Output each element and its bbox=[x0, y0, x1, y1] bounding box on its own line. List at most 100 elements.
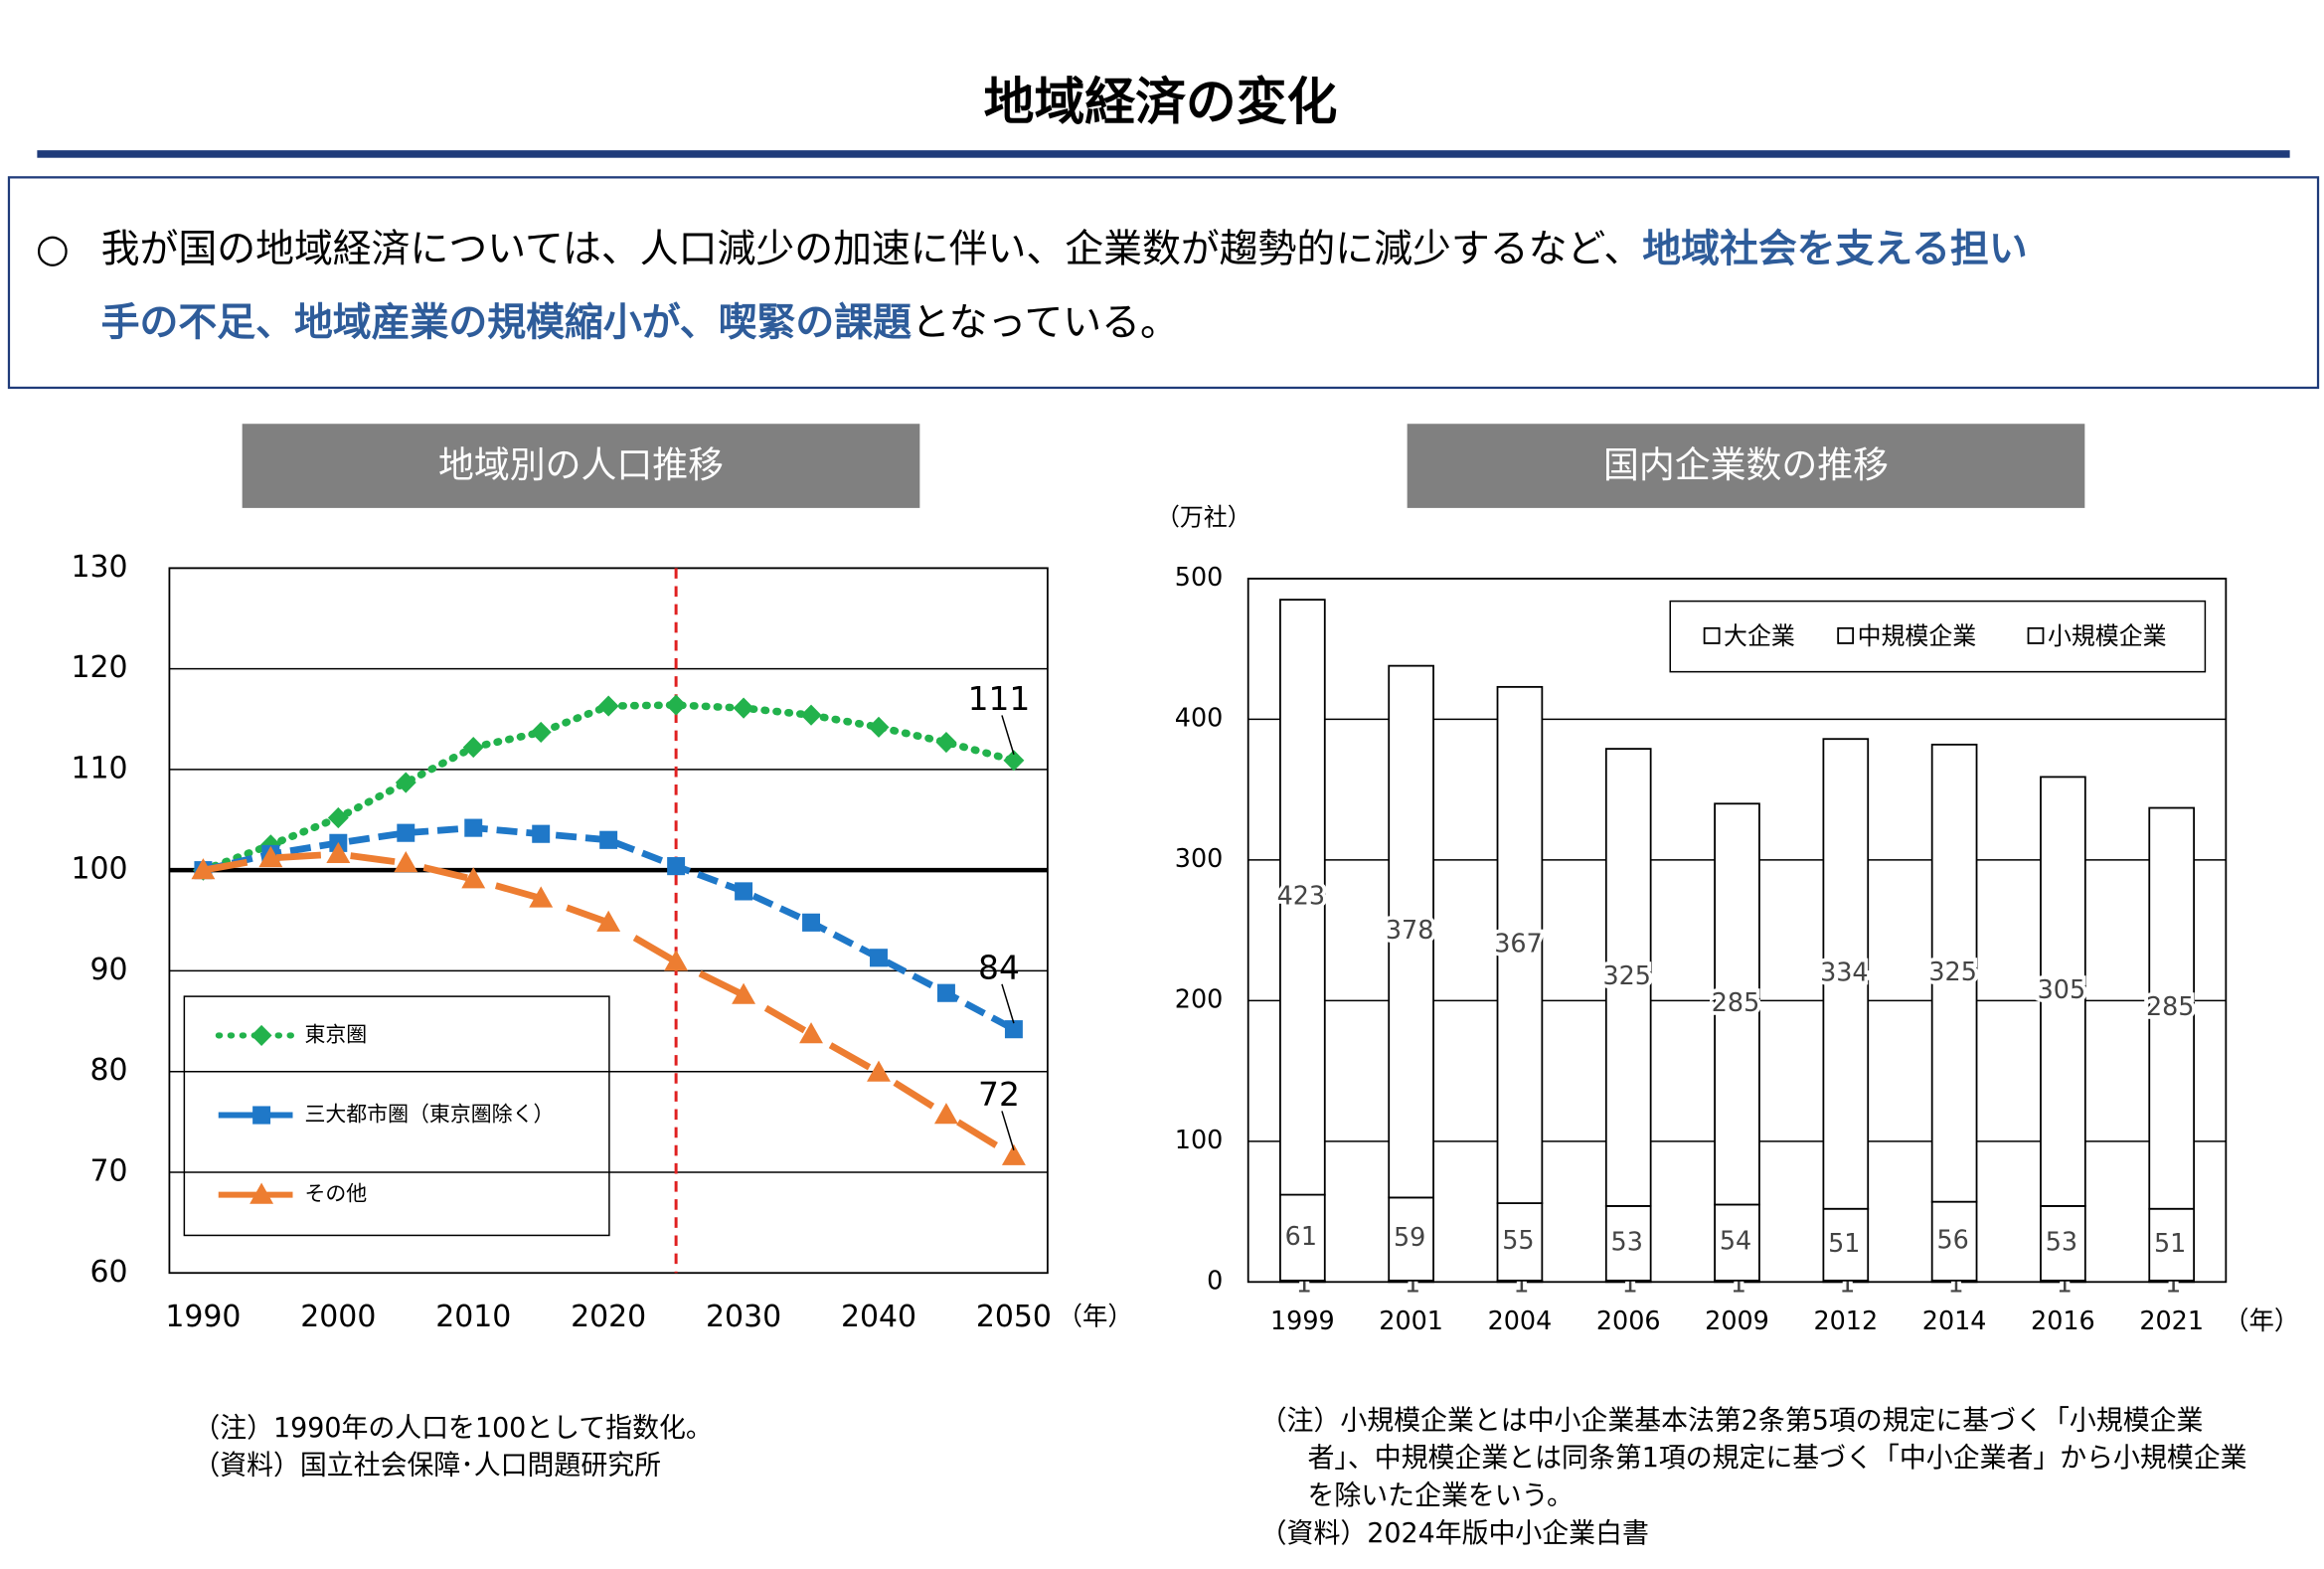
x-tick-label: 2040 bbox=[841, 1300, 916, 1334]
bar-segment bbox=[1388, 1196, 1434, 1282]
legend-swatch bbox=[1837, 626, 1855, 644]
x-tick-label: 2012 bbox=[1813, 1307, 1878, 1336]
value-label: 54 bbox=[1720, 1227, 1751, 1257]
value-label: 285 bbox=[2146, 992, 2194, 1022]
legend-label: その他 bbox=[304, 1181, 367, 1206]
bar-segment bbox=[1714, 1203, 1760, 1282]
legend-label: 大企業 bbox=[1724, 622, 1795, 650]
marker bbox=[802, 913, 821, 932]
marker bbox=[462, 737, 484, 759]
y-tick-label: 90 bbox=[90, 953, 128, 987]
value-label: 423 bbox=[1277, 881, 1325, 911]
bar-segment bbox=[2148, 1207, 2196, 1282]
legend-label: 三大都市圏（東京圏除く） bbox=[304, 1101, 554, 1126]
y-tick-label: 400 bbox=[1175, 703, 1223, 733]
marker bbox=[461, 867, 486, 889]
legend-box bbox=[1669, 600, 2207, 673]
summary-text: となっている。 bbox=[912, 300, 1179, 345]
value-label: 325 bbox=[1928, 958, 1976, 987]
y-unit: （万社） bbox=[1156, 503, 1251, 531]
marker bbox=[732, 982, 756, 1004]
value-label: 378 bbox=[1386, 916, 1433, 946]
value-label: 305 bbox=[2038, 975, 2085, 1005]
x-tick-label: 2000 bbox=[300, 1300, 376, 1334]
bar-segment bbox=[1930, 1200, 1978, 1282]
y-tick-label: 500 bbox=[1175, 563, 1223, 593]
y-tick-label: 100 bbox=[72, 852, 128, 887]
leader-line bbox=[1001, 1111, 1015, 1150]
marker bbox=[397, 823, 415, 842]
value-label: 84 bbox=[978, 948, 1020, 986]
bar-segment bbox=[1822, 1207, 1870, 1282]
x-tick-label: 2006 bbox=[1596, 1307, 1661, 1336]
bar-segment bbox=[2040, 776, 2086, 1207]
marker bbox=[870, 949, 888, 967]
bar-segment bbox=[1496, 1202, 1544, 1282]
bar-segment bbox=[2148, 806, 2196, 1210]
bar-segment bbox=[1279, 1193, 1326, 1282]
bar-segment bbox=[1496, 685, 1544, 1204]
marker bbox=[867, 1060, 891, 1082]
summary-line: 手の不足、地域産業の規模縮小が、喫緊の課題となっている。 bbox=[101, 300, 1179, 345]
marker bbox=[394, 850, 418, 873]
y-tick-label: 0 bbox=[1207, 1266, 1223, 1296]
marker bbox=[464, 818, 483, 837]
marker bbox=[532, 824, 551, 843]
note: （注）小規模企業とは中小企業基本法第2条第5項の規定に基づく「小規模企業 bbox=[1260, 1405, 2204, 1436]
x-tick-label: 2020 bbox=[571, 1300, 646, 1334]
summary-box bbox=[7, 176, 2320, 390]
note: （資料）2024年版中小企業白書 bbox=[1260, 1518, 1649, 1549]
value-label: 59 bbox=[1394, 1223, 1425, 1253]
marker bbox=[596, 910, 621, 932]
summary-text: 我が国の地域経済については、人口減少の加速に伴い、企業数が趨勢的に減少するなど、 bbox=[101, 227, 1643, 271]
y-tick-label: 130 bbox=[72, 550, 128, 585]
bullet: ○ bbox=[36, 227, 70, 271]
y-tick-label: 300 bbox=[1175, 844, 1223, 874]
legend-swatch bbox=[2027, 626, 2045, 644]
summary-emphasis: 手の不足、地域産業の規模縮小が、喫緊の課題 bbox=[101, 300, 912, 345]
chart-header bbox=[242, 424, 920, 508]
value-label: 285 bbox=[1712, 988, 1759, 1018]
marker bbox=[326, 841, 351, 864]
title-rule bbox=[37, 150, 2290, 158]
line-chart: 60 70 80 90 100 110 120 130 1990 2000 2010 2020 2030… bbox=[72, 550, 1133, 1334]
x-tick-label: 2014 bbox=[1922, 1307, 1987, 1336]
leader-line bbox=[1001, 983, 1015, 1024]
chart-header bbox=[1407, 424, 2085, 508]
x-tick-label: 1999 bbox=[1270, 1307, 1335, 1336]
value-label: 334 bbox=[1820, 958, 1868, 987]
value-label: 325 bbox=[1602, 961, 1650, 991]
note: （注）1990年の人口を100として指数化。 bbox=[193, 1413, 712, 1444]
value-label: 53 bbox=[1611, 1227, 1643, 1257]
bar-segment bbox=[1822, 738, 1870, 1210]
y-tick-label: 120 bbox=[72, 650, 128, 685]
value-label: 51 bbox=[1828, 1229, 1860, 1259]
legend-label: 東京圏 bbox=[304, 1021, 367, 1046]
x-tick-label: 2004 bbox=[1488, 1307, 1553, 1336]
chart-title: 地域別の人口推移 bbox=[438, 444, 724, 486]
x-unit: （年） bbox=[1058, 1302, 1133, 1331]
summary-emphasis: 地域社会を支える担い bbox=[1642, 227, 2027, 271]
y-tick-label: 110 bbox=[72, 751, 128, 785]
x-tick-label: 2009 bbox=[1705, 1307, 1769, 1336]
marker bbox=[529, 886, 554, 908]
legend-box bbox=[183, 995, 610, 1237]
marker bbox=[664, 950, 689, 971]
title: 地域経済の変化 bbox=[984, 74, 1338, 132]
marker bbox=[530, 721, 552, 743]
marker bbox=[252, 1106, 271, 1125]
y-tick-label: 200 bbox=[1175, 984, 1223, 1014]
x-tick-label: 2021 bbox=[2139, 1307, 2204, 1336]
x-unit: （年） bbox=[2224, 1307, 2299, 1336]
marker bbox=[800, 704, 822, 726]
note: を除いた企業をいう。 bbox=[1307, 1481, 1573, 1511]
value-label: 55 bbox=[1502, 1226, 1534, 1256]
y-tick-label: 60 bbox=[90, 1255, 128, 1290]
legend-label: 中規模企業 bbox=[1858, 622, 1977, 650]
bar-segment bbox=[1604, 748, 1652, 1207]
marker bbox=[733, 697, 754, 719]
legend-label: 小規模企業 bbox=[2048, 622, 2167, 650]
marker bbox=[933, 1103, 958, 1125]
